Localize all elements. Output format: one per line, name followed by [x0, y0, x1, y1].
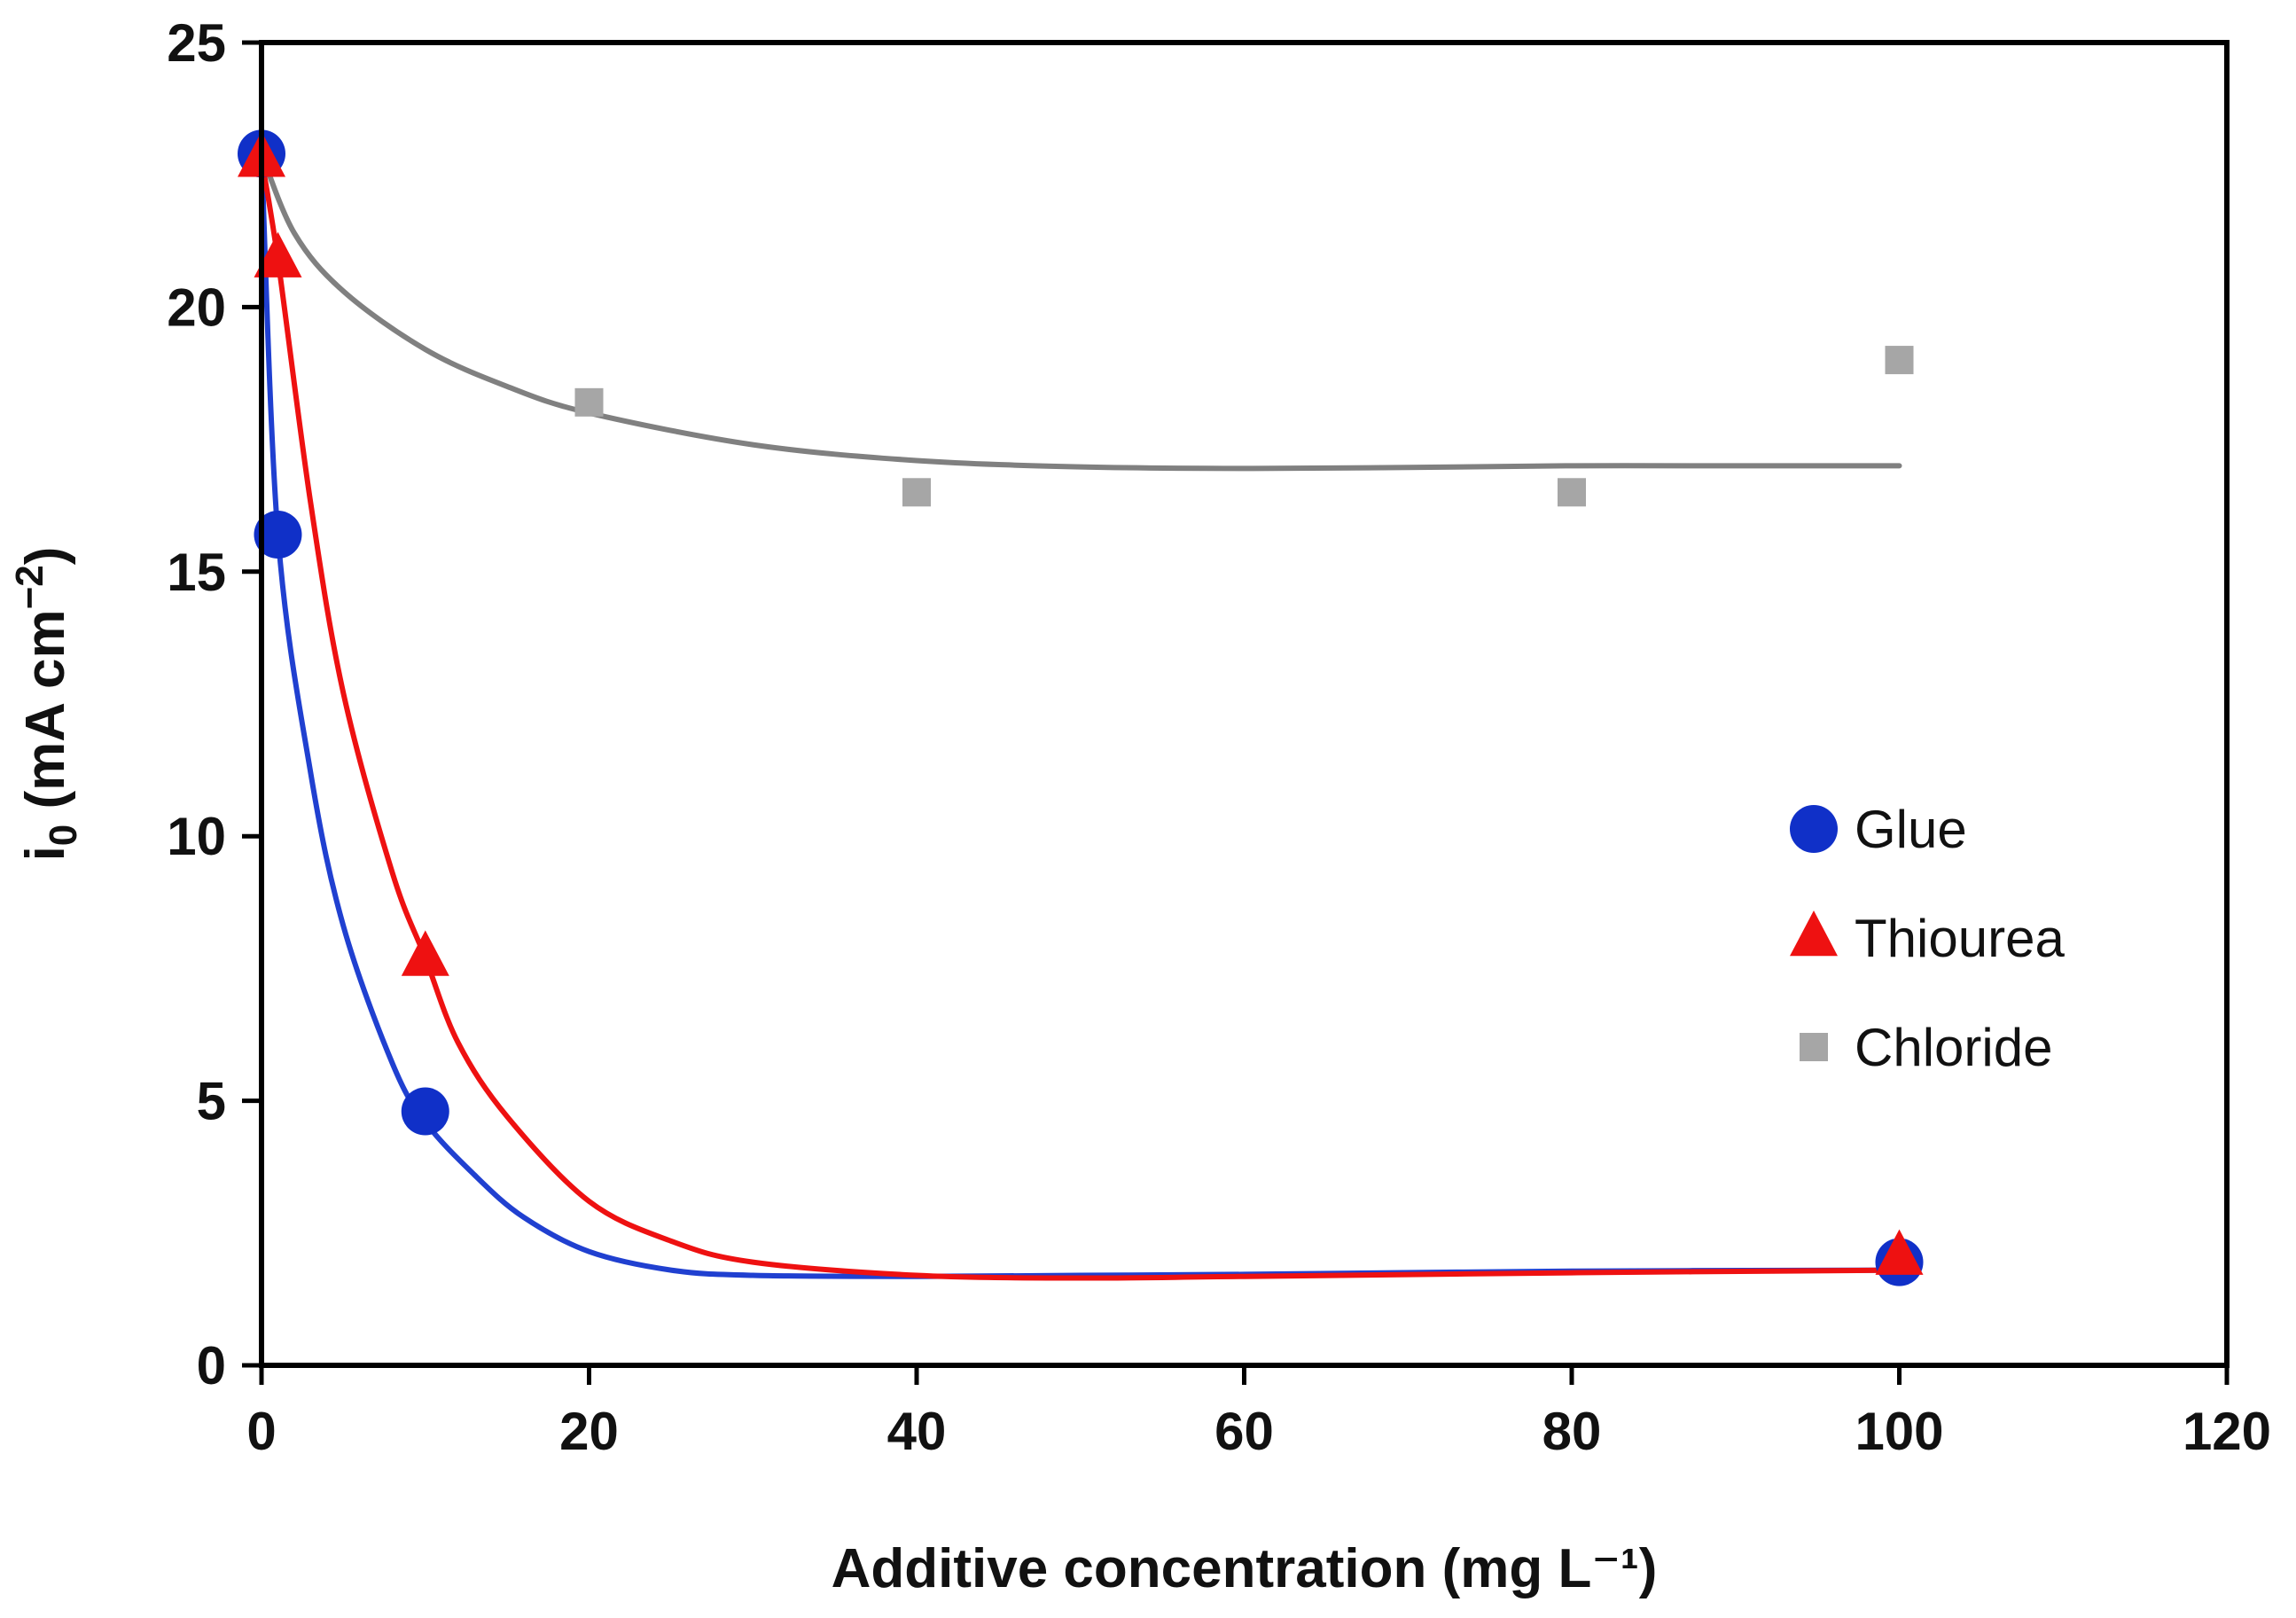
thiourea-data-point — [401, 930, 449, 976]
y-tick-label: 25 — [167, 13, 226, 73]
legend-thiourea-marker — [1790, 911, 1838, 957]
chloride-data-point — [574, 387, 604, 417]
thiourea-data-point — [1875, 1229, 1924, 1275]
legend-chloride-label: Chloride — [1855, 1018, 2052, 1077]
x-axis-title: Additive concentration (mg L⁻¹) — [832, 1538, 1658, 1599]
data-markers — [238, 129, 1924, 1286]
x-tick-label: 80 — [1542, 1402, 1602, 1461]
glue-data-point — [401, 1087, 449, 1136]
axis-ticks: 0 20 40 60 80 100 120 0 5 10 15 20 25 — [167, 13, 2271, 1461]
y-axis-title: i0 (mA cm−2) — [8, 547, 85, 862]
y-axis-title-unit: (mA cm — [15, 609, 76, 824]
y-axis-title-close: ) — [15, 547, 76, 566]
legend: Glue Thiourea Chloride — [1790, 800, 2065, 1077]
y-tick-label: 5 — [197, 1072, 226, 1131]
chloride-data-point — [902, 478, 931, 507]
x-tick-label: 100 — [1855, 1402, 1943, 1461]
x-tick-label: 120 — [2183, 1402, 2271, 1461]
chloride-data-point — [1885, 346, 1914, 375]
x-tick-label: 0 — [246, 1402, 276, 1461]
y-axis-title-subscript: 0 — [42, 825, 85, 846]
x-tick-label: 40 — [887, 1402, 947, 1461]
y-tick-label: 0 — [197, 1336, 226, 1395]
chloride-trend-line — [259, 151, 1902, 472]
y-tick-label: 15 — [167, 543, 226, 602]
thiourea-trend-line — [259, 156, 1902, 1281]
trend-lines — [259, 151, 1902, 1281]
legend-glue-marker — [1790, 805, 1838, 853]
y-tick-label: 10 — [167, 807, 226, 866]
legend-chloride-marker — [1800, 1033, 1828, 1061]
x-tick-label: 20 — [559, 1402, 619, 1461]
thiourea-data-point — [254, 231, 302, 277]
y-axis-title-main: i — [15, 846, 76, 861]
y-tick-label: 20 — [167, 277, 226, 337]
x-tick-label: 60 — [1214, 1402, 1274, 1461]
glue-data-point — [254, 511, 302, 559]
legend-thiourea-label: Thiourea — [1855, 909, 2065, 968]
y-axis-title-superscript: −2 — [8, 565, 51, 609]
legend-glue-label: Glue — [1855, 800, 1967, 859]
chloride-data-point — [1558, 478, 1586, 507]
